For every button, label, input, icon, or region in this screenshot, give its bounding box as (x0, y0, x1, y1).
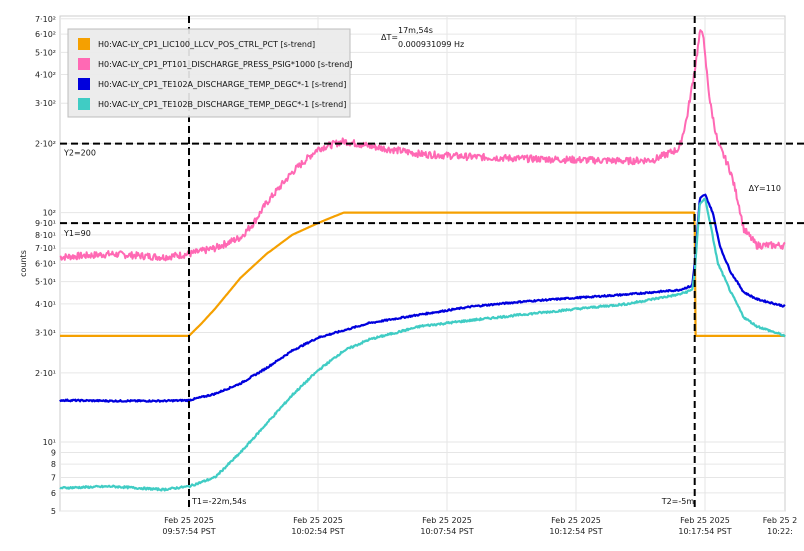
series-line-2 (59, 193, 786, 403)
y-tick-label: 4·10¹ (35, 300, 56, 309)
y-tick-label: 7·10¹ (35, 244, 56, 253)
legend-swatch (78, 98, 90, 110)
y2-label: Y2=200 (63, 149, 96, 158)
y-tick-label: 6 (51, 489, 56, 498)
series-line-3 (59, 197, 786, 492)
legend-box (67, 28, 351, 118)
x-tick-label: Feb 25 2025 (164, 516, 214, 525)
x-tick-label: 10:02:54 PST (291, 527, 344, 536)
t1-label: T1=-22m,54s (191, 497, 246, 506)
delta-t-value: 17m,54s (398, 26, 433, 35)
series-line-0 (59, 211, 786, 337)
y-tick-label: 2·10² (35, 140, 56, 149)
y-tick-label: 7 (51, 473, 56, 482)
x-tick-label: Feb 25 2025 (422, 516, 472, 525)
y-tick-label: 3·10² (35, 99, 56, 108)
legend-entry: H0:VAC-LY_CP1_PT101_DISCHARGE_PRESS_PSIG… (98, 60, 352, 69)
y-axis-label: counts (19, 250, 28, 277)
legend-swatch (78, 38, 90, 50)
x-tick-label: 10:07:54 PST (420, 527, 473, 536)
y-tick-label: 5 (51, 507, 56, 516)
y-tick-label: 10² (43, 209, 56, 218)
legend-entry: H0:VAC-LY_CP1_TE102B_DISCHARGE_TEMP_DEGC… (98, 100, 346, 109)
y1-label: Y1=90 (63, 229, 91, 238)
x-tick-label: 10:22: (767, 527, 793, 536)
x-tick-label: Feb 25 2 (763, 516, 798, 525)
y-tick-label: 8·10¹ (35, 231, 56, 240)
delta-t-label: ΔT= (381, 33, 398, 42)
y-tick-label: 6·10² (35, 30, 56, 39)
legend-swatch (78, 58, 90, 70)
legend-entry: H0:VAC-LY_CP1_TE102A_DISCHARGE_TEMP_DEGC… (98, 80, 346, 89)
y-tick-label: 10¹ (43, 438, 56, 447)
y-tick-label: 5·10¹ (35, 278, 56, 287)
x-tick-label: 10:17:54 PST (678, 527, 731, 536)
y-tick-label: 9 (51, 448, 56, 457)
y-tick-label: 3·10¹ (35, 329, 56, 338)
series-line-1 (59, 29, 786, 262)
x-tick-label: Feb 25 2025 (293, 516, 343, 525)
delta-t-freq: 0.000931099 Hz (398, 40, 464, 49)
t2-label: T2=-5m (661, 497, 695, 506)
y-tick-label: 7·10² (35, 15, 56, 24)
y-tick-label: 9·10¹ (35, 219, 56, 228)
y-tick-label: 8 (51, 460, 56, 469)
y-tick-label: 6·10¹ (35, 260, 56, 269)
legend-entry: H0:VAC-LY_CP1_LIC100_LLCV_POS_CTRL_PCT [… (98, 40, 315, 49)
y-tick-label: 4·10² (35, 71, 56, 80)
x-tick-label: 09:57:54 PST (162, 527, 215, 536)
x-tick-label: 10:12:54 PST (549, 527, 602, 536)
y-tick-label: 2·10¹ (35, 369, 56, 378)
y-tick-label: 5·10² (35, 48, 56, 57)
delta-y-label: ΔY=110 (749, 184, 781, 193)
legend-swatch (78, 78, 90, 90)
x-tick-label: Feb 25 2025 (551, 516, 601, 525)
x-tick-label: Feb 25 2025 (680, 516, 730, 525)
